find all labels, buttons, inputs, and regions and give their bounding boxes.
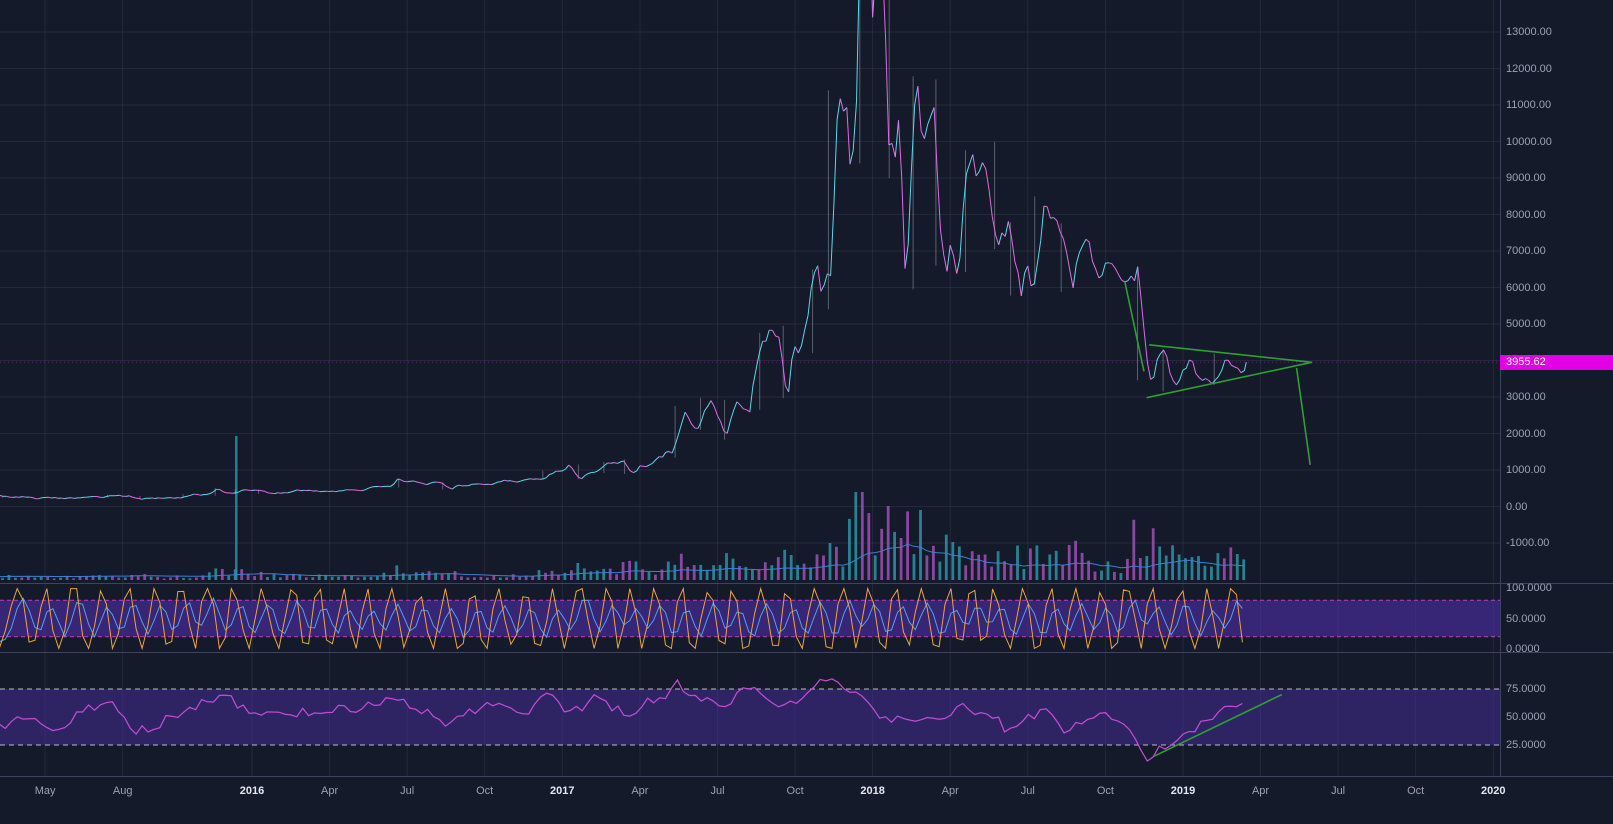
stoch-scale-tick: 50.0000 <box>1506 612 1546 625</box>
time-scale-tick: Aug <box>112 785 133 797</box>
price-scale-tick: 5000.00 <box>1506 318 1546 330</box>
rsi-scale-tick: 75.0000 <box>1506 683 1546 695</box>
price-scale-tick: 6000.00 <box>1506 281 1546 294</box>
rsi-line[interactable] <box>0 678 1243 762</box>
price-scale-tick: 1000.00 <box>1506 464 1546 476</box>
stoch-band <box>0 600 1500 637</box>
time-scale-tick: Oct <box>1407 785 1425 797</box>
price-scale-tick: 10000.00 <box>1506 135 1552 148</box>
time-scale-tick: Jul <box>1331 785 1346 797</box>
time-scale[interactable]: May Aug 2016 Apr Jul Oct 2017 Apr Jul Oct 2018 Apr J… <box>0 776 1613 824</box>
rsi-scale-tick: 50.0000 <box>1506 711 1546 723</box>
pane-separators[interactable] <box>0 0 1613 777</box>
price-scale-tick: 8000.00 <box>1506 208 1546 221</box>
price-scale-tick: 2000.00 <box>1506 427 1546 440</box>
grid-lines <box>0 0 1500 776</box>
last-price-value: 3955.62 <box>1506 355 1546 368</box>
price-scale-tick: 7000.00 <box>1506 245 1546 257</box>
time-scale-tick: Jul <box>1020 785 1035 797</box>
price-scale-tick: 3000.00 <box>1506 391 1546 403</box>
time-scale-tick: Apr <box>321 785 339 797</box>
price-scale-tick: -1000.00 <box>1506 537 1550 549</box>
price-scale[interactable]: 13000.00 12000.00 11000.00 10000.00 9000.00 8… <box>1500 0 1613 776</box>
stoch-scale-tick: 100.0000 <box>1506 582 1552 594</box>
last-price-tag: 3955.62 <box>1500 354 1613 370</box>
time-scale-tick: Jul <box>710 785 725 797</box>
time-scale-tick: 2019 <box>1170 785 1196 797</box>
trendline-drawings[interactable] <box>1124 281 1313 466</box>
time-scale-tick: Oct <box>476 785 494 797</box>
price-scale-tick: 9000.00 <box>1506 172 1546 184</box>
stoch-scale-tick: 0.0000 <box>1506 643 1540 655</box>
time-scale-tick: Oct <box>1096 785 1114 797</box>
time-scale-tick: Jul <box>400 785 415 797</box>
rsi-scale-tick: 25.0000 <box>1506 739 1546 751</box>
time-scale-tick: Oct <box>786 785 804 797</box>
volume-bars[interactable] <box>0 436 1246 580</box>
time-scale-tick: 2018 <box>860 785 885 797</box>
stoch-k-line[interactable] <box>0 586 1243 651</box>
price-line-up[interactable] <box>0 0 1247 500</box>
price-scale-tick: 11000.00 <box>1506 99 1552 111</box>
price-scale-tick: 0.00 <box>1506 500 1528 513</box>
time-scale-tick: 2017 <box>550 785 575 797</box>
time-scale-tick: May <box>34 785 56 797</box>
time-scale-tick: 2016 <box>239 785 265 797</box>
rsi-trendline-drawing[interactable] <box>1153 693 1283 757</box>
time-scale-tick: Apr <box>1251 785 1270 797</box>
stoch-d-line[interactable] <box>0 596 1243 642</box>
time-scale-tick: Apr <box>631 785 649 797</box>
volume-ma-line[interactable] <box>0 543 1244 578</box>
time-scale-tick: 2020 <box>1481 785 1506 797</box>
price-scale-tick: 12000.00 <box>1506 62 1552 75</box>
price-scale-tick: 13000.00 <box>1506 26 1552 38</box>
candle-wicks <box>2 0 1215 500</box>
time-scale-tick: Apr <box>941 785 959 797</box>
rsi-band <box>0 689 1500 745</box>
price-line-down[interactable] <box>0 0 1242 500</box>
